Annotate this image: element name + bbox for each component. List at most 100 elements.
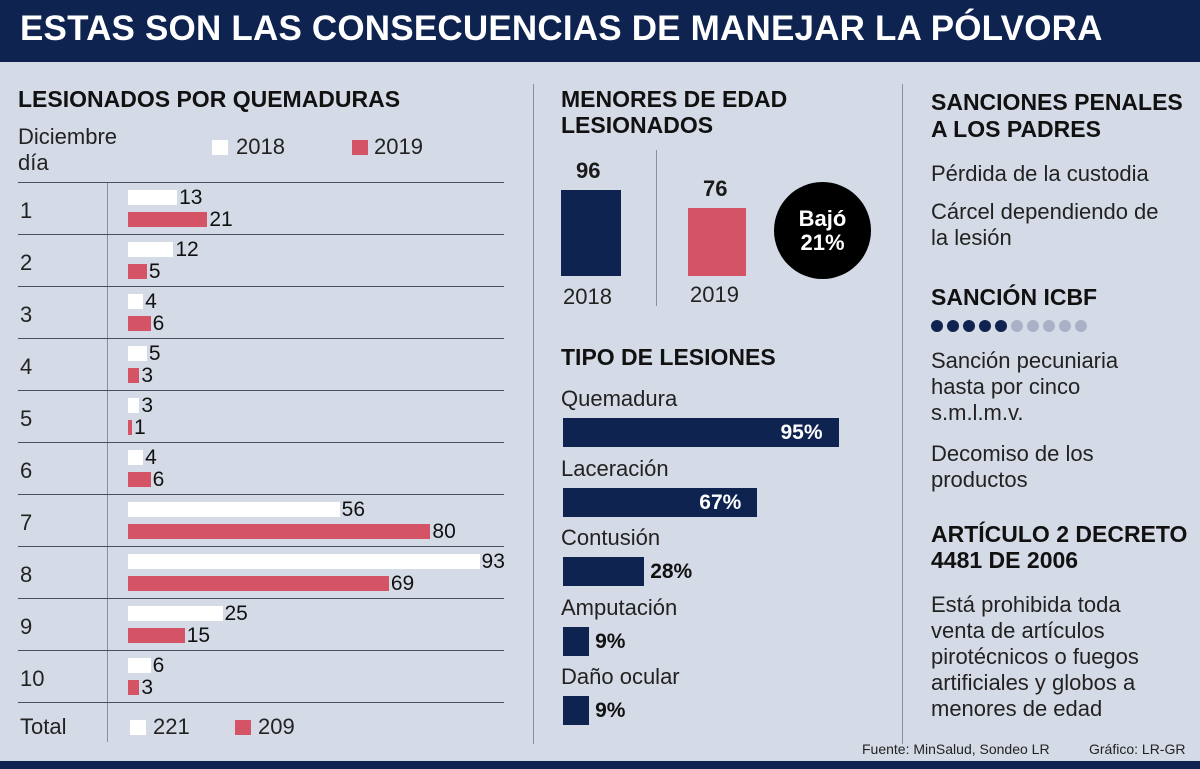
injury-type-label: Daño ocular bbox=[561, 664, 680, 689]
row-separator bbox=[18, 494, 504, 495]
injury-type-value: 9% bbox=[595, 629, 626, 653]
day-label: 10 bbox=[20, 666, 45, 691]
day-label: 2 bbox=[20, 250, 33, 275]
bar-2019 bbox=[128, 680, 140, 695]
legend-2019-swatch bbox=[352, 140, 368, 155]
icbf-item-2-line1: Decomiso de los bbox=[931, 441, 1094, 466]
column-divider-right bbox=[902, 84, 903, 744]
icbf-item-1-line3: s.m.l.m.v. bbox=[931, 400, 1024, 425]
bar-2018-value: 25 bbox=[224, 602, 248, 625]
row-separator bbox=[18, 390, 504, 391]
rating-dot-empty bbox=[1059, 320, 1071, 332]
bar-2019 bbox=[128, 472, 151, 487]
row-separator bbox=[18, 598, 504, 599]
row-separator bbox=[18, 650, 504, 651]
bar-2019-value: 80 bbox=[432, 520, 456, 543]
injury-type-label: Contusión bbox=[561, 525, 661, 550]
minors-title-line1: MENORES DE EDAD bbox=[561, 86, 788, 112]
row-separator bbox=[18, 338, 504, 339]
bar-2019-value: 15 bbox=[186, 624, 211, 647]
bar-2018-value: 4 bbox=[145, 290, 157, 313]
sanction-item-1: Pérdida de la custodia bbox=[931, 161, 1149, 186]
bar-2018 bbox=[128, 450, 144, 465]
bar-2018-value: 13 bbox=[179, 186, 203, 209]
bar-2019 bbox=[128, 368, 140, 383]
total-label: Total bbox=[20, 714, 67, 739]
injury-type-label: Amputación bbox=[561, 594, 678, 620]
total-2018-value: 221 bbox=[153, 714, 190, 739]
icbf-item-1-line2: hasta por cinco bbox=[931, 374, 1081, 399]
day-label: 6 bbox=[20, 458, 33, 483]
sanction-item-2-line2: la lesión bbox=[931, 225, 1012, 250]
bar-2018 bbox=[128, 658, 151, 673]
legend-2018-swatch bbox=[212, 140, 228, 155]
injury-type-value: 28% bbox=[650, 560, 693, 583]
bar-2019 bbox=[128, 264, 147, 279]
category-axis-divider bbox=[107, 182, 108, 742]
day-label: 5 bbox=[20, 406, 33, 431]
injury-type-bar bbox=[563, 626, 590, 656]
bar-2018-value: 6 bbox=[152, 654, 165, 677]
row-separator bbox=[18, 702, 504, 703]
bar-2019-value: 21 bbox=[209, 208, 233, 231]
sanctions-title-line2: A LOS PADRES bbox=[931, 116, 1101, 142]
rating-dot-filled bbox=[931, 320, 943, 332]
total-2018-swatch bbox=[130, 720, 146, 735]
bar-2019-value: 6 bbox=[152, 312, 165, 335]
bar-2018-value: 12 bbox=[175, 238, 199, 261]
minors-2018-bar bbox=[561, 189, 621, 276]
bar-2018 bbox=[128, 294, 144, 309]
article-title-line1: ARTÍCULO 2 DECRETO bbox=[931, 521, 1188, 547]
article-text-line4: artificiales y globos a bbox=[931, 670, 1136, 695]
minors-2019-value: 76 bbox=[703, 176, 728, 201]
injury-type-bar bbox=[563, 557, 645, 586]
minors-2018-label: 2018 bbox=[563, 284, 612, 309]
bar-2019 bbox=[128, 316, 151, 331]
bar-2018-value: 93 bbox=[481, 550, 505, 573]
sanctions-title-line1: SANCIONES PENALES bbox=[931, 89, 1183, 115]
bar-2019 bbox=[128, 420, 132, 435]
rating-dot-filled bbox=[963, 320, 975, 332]
credit-note: Gráfico: LR-GR bbox=[1089, 741, 1186, 757]
injury-type-label: Quemadura bbox=[561, 386, 678, 411]
injury-type-value: 95% bbox=[780, 421, 823, 444]
bar-2018 bbox=[128, 606, 223, 621]
bar-2019 bbox=[128, 524, 431, 539]
icbf-item-1-line1: Sanción pecuniaria bbox=[931, 348, 1119, 373]
rating-dot-empty bbox=[1075, 320, 1087, 332]
icbf-item-2-line2: productos bbox=[931, 467, 1028, 492]
legend-2019-label: 2019 bbox=[374, 134, 423, 159]
bar-2018-value: 4 bbox=[145, 446, 157, 469]
injury-type-label: Laceración bbox=[561, 455, 669, 481]
decrease-badge-line1: Bajó bbox=[798, 206, 847, 231]
bar-2019-value: 3 bbox=[141, 364, 154, 387]
icbf-title: SANCIÓN ICBF bbox=[931, 284, 1098, 310]
bar-2018 bbox=[128, 190, 178, 205]
row-separator bbox=[18, 546, 504, 547]
minors-title-line2: LESIONADOS bbox=[561, 112, 714, 138]
bar-2019-value: 5 bbox=[148, 260, 161, 283]
bar-2018 bbox=[128, 398, 140, 413]
article-title-line2: 4481 DE 2006 bbox=[931, 547, 1079, 573]
bar-2018 bbox=[128, 554, 480, 569]
source-note: Fuente: MinSalud, Sondeo LR bbox=[862, 741, 1050, 757]
row-separator bbox=[18, 182, 504, 183]
rating-dot-filled bbox=[995, 320, 1007, 332]
minors-2018-value: 96 bbox=[576, 158, 601, 183]
bar-2018 bbox=[128, 242, 174, 257]
row-separator bbox=[18, 286, 504, 287]
bar-2018 bbox=[128, 502, 340, 517]
header-banner: ESTAS SON LAS CONSECUENCIAS DE MANEJAR L… bbox=[0, 0, 1200, 62]
sanction-item-2-line1: Cárcel dependiendo de bbox=[931, 199, 1159, 224]
bar-2019 bbox=[128, 576, 389, 591]
bar-2018-value: 3 bbox=[141, 394, 154, 417]
day-label: 3 bbox=[20, 302, 33, 327]
bar-2019-value: 69 bbox=[390, 572, 415, 595]
decrease-badge-line2: 21% bbox=[800, 230, 845, 255]
article-text-line1: Está prohibida toda bbox=[931, 592, 1121, 617]
decrease-badge: Bajó 21% bbox=[774, 182, 871, 279]
category-header-line1: Diciembre bbox=[18, 124, 118, 149]
rating-dot-empty bbox=[1011, 320, 1023, 332]
total-2019-swatch bbox=[235, 720, 251, 735]
rating-dot-empty bbox=[1027, 320, 1039, 332]
